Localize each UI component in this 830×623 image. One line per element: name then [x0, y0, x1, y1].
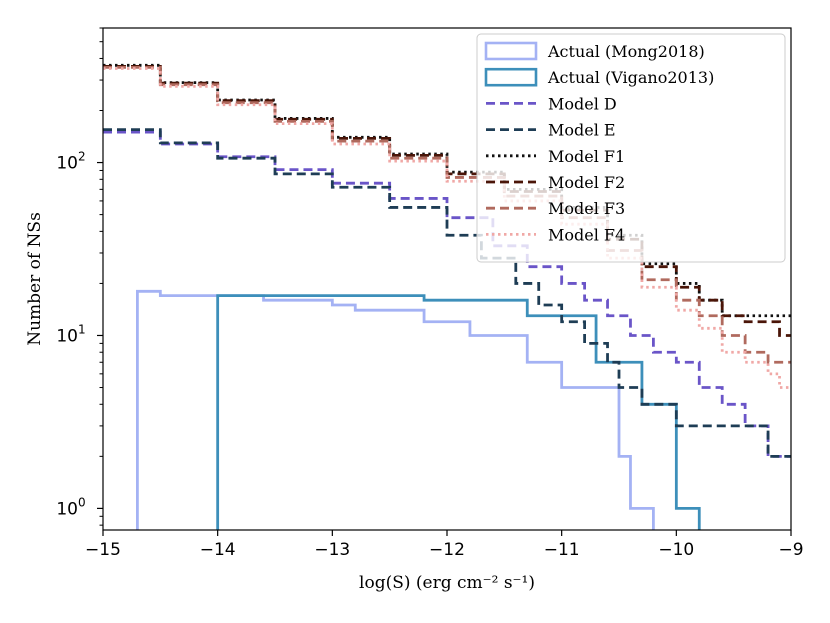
x-axis: −15 −14 −13 −12 −11 −10 −9	[85, 530, 804, 560]
legend-label-actual-mong2018: Actual (Mong2018)	[547, 42, 705, 61]
legend: Actual (Mong2018) Actual (Vigano2013) Mode…	[476, 33, 786, 263]
legend-label-actual-vigano2013: Actual (Vigano2013)	[547, 68, 714, 87]
legend-box	[476, 33, 786, 263]
y-tick-label: 101	[56, 322, 85, 346]
legend-label-model-f3: Model F3	[548, 199, 625, 218]
legend-label-model-f1: Model F1	[548, 147, 625, 166]
series-actual-vigano2013	[216, 294, 701, 530]
y-tick-label: 100	[56, 495, 85, 519]
legend-swatch-actual-vigano2013	[484, 67, 538, 87]
series-model-d	[103, 130, 791, 458]
x-tick-label: −14	[200, 540, 236, 560]
legend-label-model-e: Model E	[548, 121, 616, 140]
legend-label-model-f4: Model F4	[548, 225, 625, 244]
y-tick-label: 102	[56, 150, 85, 174]
x-tick-label: −15	[85, 540, 121, 560]
series-model-e	[103, 128, 791, 458]
x-tick-label: −12	[429, 540, 465, 560]
x-axis-label: log(S) (erg cm⁻² s⁻¹)	[359, 573, 535, 593]
x-tick-label: −10	[658, 540, 694, 560]
legend-swatch-actual-mong2018	[484, 41, 538, 61]
x-tick-label: −9	[778, 540, 803, 560]
y-axis: 100 101 102	[56, 27, 103, 526]
y-axis-label: Number of NSs	[25, 212, 45, 346]
legend-label-model-d: Model D	[548, 94, 617, 113]
x-tick-label: −11	[544, 540, 580, 560]
series-actual-mong2018	[136, 289, 655, 530]
x-tick-label: −13	[314, 540, 350, 560]
legend-label-model-f2: Model F2	[548, 173, 625, 192]
